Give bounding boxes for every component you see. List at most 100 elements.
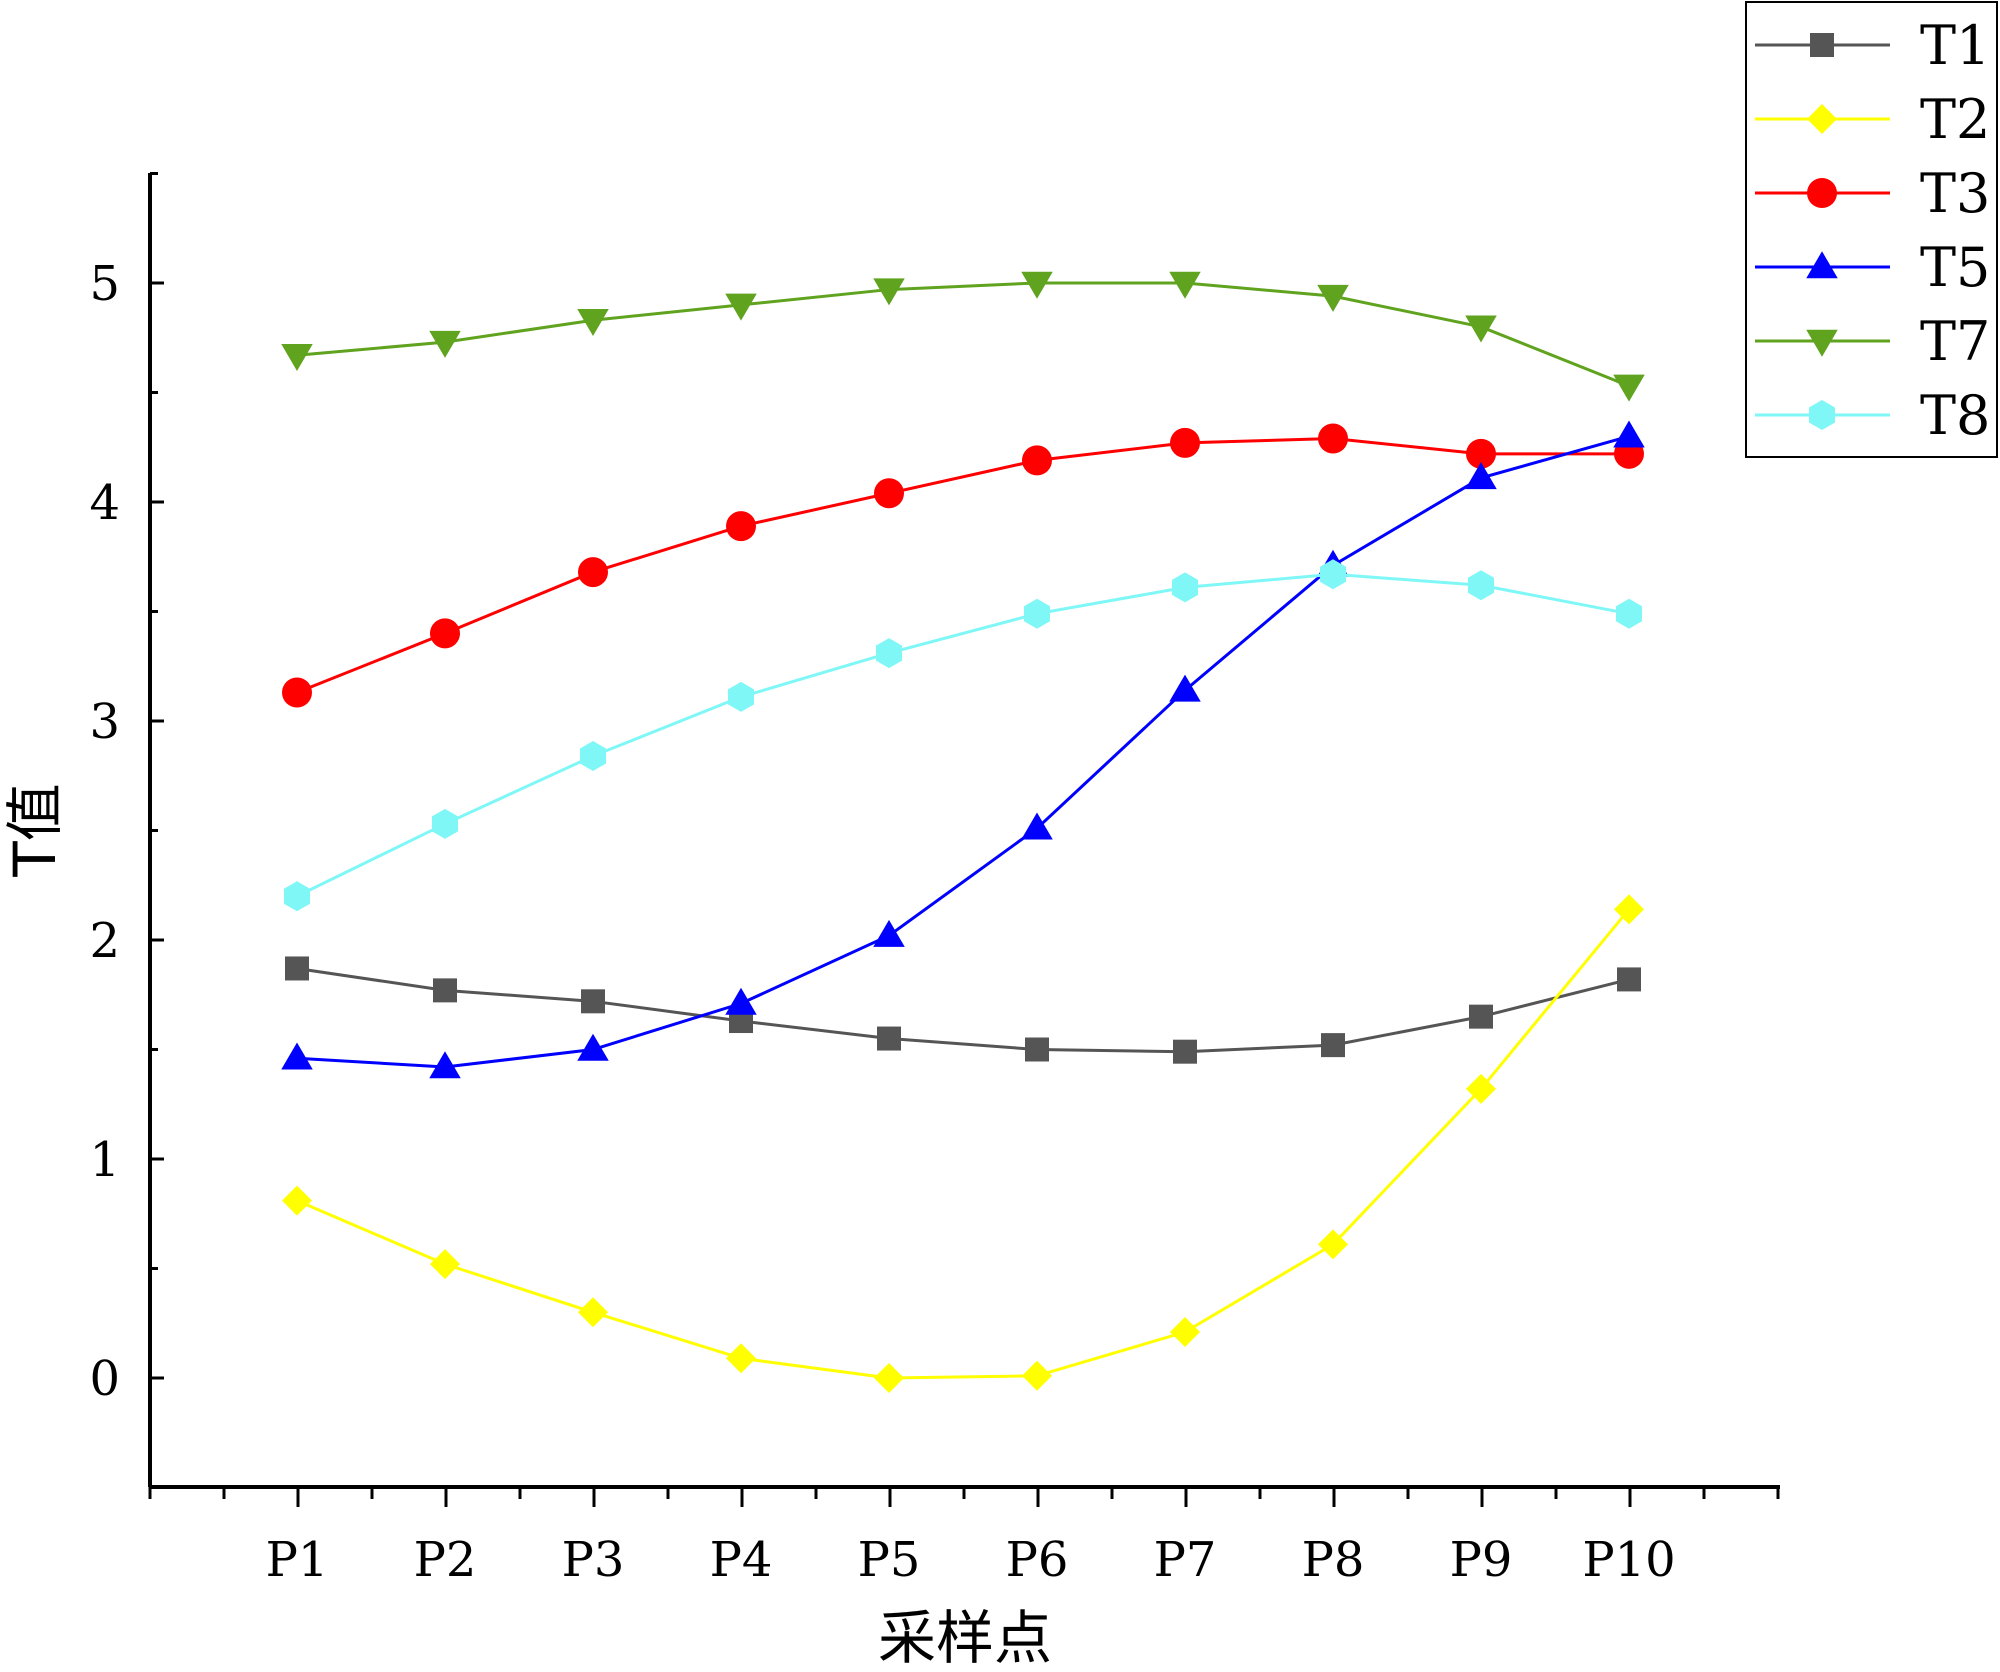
series-line-t5 — [296, 434, 1630, 1069]
legend-label: T7 — [1920, 310, 1990, 373]
y-tick-label: 3 — [89, 694, 120, 750]
data-point-t1 — [1173, 1039, 1197, 1064]
x-tick-label: P6 — [1006, 1532, 1069, 1588]
y-ticks: 0 1 2 3 4 5 — [89, 172, 164, 1489]
data-point-t1 — [877, 1026, 901, 1051]
data-point-t5 — [1021, 812, 1053, 840]
data-point-t3 — [1170, 427, 1200, 458]
data-point-t8 — [1616, 598, 1642, 629]
data-point-t8 — [1468, 570, 1494, 601]
data-point-t3 — [1022, 445, 1052, 476]
legend-item-t7: T7 — [1755, 310, 1990, 373]
axes: 0 1 2 3 4 5 P1 P2 P3 P4 P5 P6 P7 P8 P9 P10 — [89, 172, 1780, 1588]
data-point-t2 — [1466, 1073, 1496, 1104]
y-tick-label: 5 — [89, 256, 120, 312]
data-point-t8 — [876, 638, 902, 669]
series-t8 — [284, 559, 1642, 912]
series-line-t3 — [296, 436, 1629, 694]
data-point-t3 — [1318, 423, 1348, 454]
data-point-t2 — [1022, 1360, 1052, 1391]
x-tick-label: P9 — [1450, 1532, 1513, 1588]
data-point-t7 — [1317, 284, 1349, 312]
data-point-t7 — [1021, 271, 1053, 299]
data-point-t2 — [430, 1249, 460, 1280]
data-point-t3 — [874, 478, 904, 509]
data-point-t1 — [1025, 1037, 1049, 1062]
x-tick-label: P2 — [414, 1532, 477, 1588]
series-t1 — [285, 956, 1641, 1064]
legend: T1 T2 T3 T5 T7 T8 — [1745, 1, 1998, 458]
data-point-t1 — [433, 978, 457, 1003]
y-tick-label: 2 — [89, 913, 120, 969]
data-point-t7 — [725, 293, 757, 321]
data-point-t7 — [1613, 374, 1645, 402]
x-tick-label: P8 — [1302, 1532, 1365, 1588]
data-point-t7 — [873, 278, 905, 306]
data-point-t3 — [430, 618, 460, 649]
data-point-t8 — [728, 681, 754, 712]
data-point-t3 — [282, 677, 312, 708]
data-point-t8 — [1172, 572, 1198, 603]
legend-marker — [1810, 33, 1834, 57]
series-line-t7 — [296, 281, 1630, 388]
data-point-t1 — [1469, 1004, 1493, 1029]
data-point-t2 — [726, 1343, 756, 1374]
data-point-t3 — [1466, 438, 1496, 469]
x-tick-label: P4 — [710, 1532, 773, 1588]
x-tick-label: P10 — [1582, 1532, 1675, 1588]
x-ticks: P1 P2 P3 P4 P5 P6 P7 P8 P9 P10 — [148, 1487, 1780, 1588]
legend-marker — [1807, 178, 1837, 208]
data-point-t7 — [281, 344, 313, 372]
series-t2 — [282, 894, 1644, 1393]
legend-item-t1: T1 — [1755, 14, 1990, 77]
data-point-t5 — [1613, 420, 1645, 448]
data-point-t8 — [1024, 598, 1050, 629]
data-point-t3 — [726, 511, 756, 542]
data-point-t2 — [1170, 1317, 1200, 1348]
series-t3 — [282, 423, 1644, 708]
x-axis-title: 采样点 — [878, 1604, 1052, 1672]
legend-item-t2: T2 — [1755, 88, 1990, 151]
data-point-t5 — [1169, 674, 1201, 702]
legend-item-t5: T5 — [1755, 236, 1990, 299]
data-point-t5 — [281, 1042, 313, 1070]
legend-label: T3 — [1920, 162, 1990, 225]
data-point-t3 — [578, 557, 608, 588]
data-point-t5 — [873, 919, 905, 947]
data-point-t7 — [1169, 271, 1201, 299]
plot-area — [281, 271, 1645, 1393]
legend-marker — [1809, 400, 1835, 430]
legend-item-t3: T3 — [1755, 162, 1990, 225]
data-point-t2 — [1614, 894, 1644, 925]
data-point-t7 — [429, 330, 461, 358]
y-tick-label: 4 — [89, 475, 120, 531]
x-tick-label: P5 — [858, 1532, 921, 1588]
data-point-t8 — [284, 881, 310, 912]
x-tick-label: P7 — [1154, 1532, 1217, 1588]
data-point-t5 — [429, 1051, 461, 1079]
data-point-t1 — [1617, 967, 1641, 992]
data-point-t2 — [578, 1297, 608, 1328]
series-line-t1 — [296, 966, 1630, 1054]
data-point-t2 — [282, 1185, 312, 1216]
data-point-t5 — [577, 1033, 609, 1061]
series-line-t8 — [296, 572, 1630, 898]
data-point-t2 — [1318, 1229, 1348, 1260]
data-point-t8 — [580, 741, 606, 772]
legend-marker — [1806, 251, 1838, 279]
data-point-t1 — [285, 956, 309, 981]
y-tick-label: 1 — [89, 1132, 120, 1188]
legend-label: T5 — [1920, 236, 1990, 299]
data-point-t7 — [577, 308, 609, 336]
legend-label: T8 — [1920, 384, 1990, 447]
data-point-t1 — [1321, 1033, 1345, 1058]
legend-marker — [1807, 104, 1837, 134]
data-point-t1 — [581, 989, 605, 1014]
legend-box — [1745, 1, 1998, 458]
data-point-t5 — [725, 987, 757, 1015]
data-point-t5 — [1465, 462, 1497, 490]
legend-marker — [1806, 329, 1838, 357]
legend-label: T2 — [1920, 88, 1990, 151]
legend-item-t8: T8 — [1755, 384, 1990, 447]
